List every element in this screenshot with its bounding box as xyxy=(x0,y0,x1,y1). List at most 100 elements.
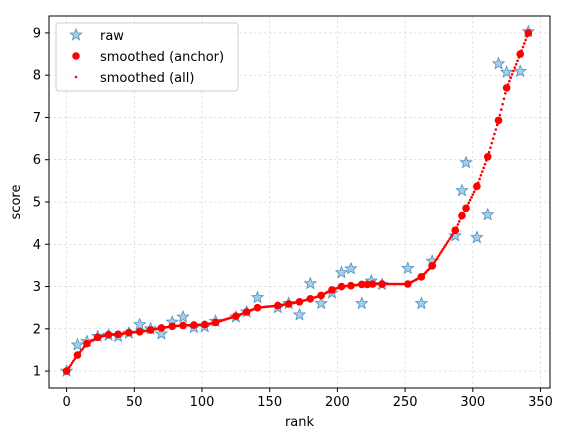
raw-point xyxy=(491,56,506,70)
smoothed-anchor-point xyxy=(451,226,460,235)
smoothed-all-point xyxy=(508,79,511,83)
y-tick-label: 7 xyxy=(33,111,41,126)
raw-point xyxy=(303,276,318,290)
legend-entry-smoothed-all: smoothed (all) xyxy=(74,71,194,86)
smoothed-all-point xyxy=(482,166,485,170)
x-axis-label: rank xyxy=(285,415,315,430)
x-tick-label: 250 xyxy=(393,395,418,410)
smoothed-anchor-point xyxy=(378,280,386,288)
smoothed-anchor-point xyxy=(473,182,481,191)
smoothed-all-point xyxy=(447,239,450,243)
legend-marker-raw xyxy=(69,27,83,41)
legend-label-smoothed-all: smoothed (all) xyxy=(100,71,194,86)
smoothed-all-point xyxy=(433,260,437,263)
raw-point xyxy=(292,307,307,321)
smoothed-all-point xyxy=(445,241,449,245)
raw-point xyxy=(314,296,328,310)
x-tick-label: 300 xyxy=(460,395,485,410)
raw-point xyxy=(70,337,85,351)
smoothed-all-point xyxy=(522,42,526,45)
smoothed-anchor-point xyxy=(524,29,533,37)
smoothed-all-point xyxy=(499,108,503,111)
y-tick-label: 9 xyxy=(33,26,41,41)
smoothed-all-point xyxy=(448,237,452,240)
smoothed-all-point xyxy=(72,359,75,363)
smoothed-all-point xyxy=(449,235,453,238)
smoothed-anchor-point xyxy=(168,322,177,331)
smoothed-anchor-point xyxy=(368,280,377,288)
raw-point xyxy=(513,64,527,78)
smoothed-anchor-point xyxy=(494,116,503,125)
smoothed-all-point xyxy=(490,141,494,145)
smoothed-all-point xyxy=(467,201,471,205)
smoothed-all-point xyxy=(441,247,445,251)
series-smoothed-anchor xyxy=(62,29,533,375)
smoothed-all-point xyxy=(493,132,496,136)
smoothed-anchor-point xyxy=(83,339,91,348)
x-tick-label: 150 xyxy=(257,395,282,410)
smoothed-anchor-point xyxy=(458,211,466,220)
series-layer xyxy=(59,24,536,377)
smoothed-all-point xyxy=(480,170,484,173)
smoothed-all-point xyxy=(472,190,476,194)
smoothed-all-point xyxy=(504,91,507,95)
smoothed-anchor-point xyxy=(135,327,144,336)
y-tick-label: 6 xyxy=(33,153,41,168)
smoothed-anchor-point xyxy=(211,318,220,327)
smoothed-all-point xyxy=(457,220,461,223)
smoothed-anchor-point xyxy=(104,330,113,339)
legend-entry-raw: raw xyxy=(69,27,124,44)
smoothed-anchor-point xyxy=(93,333,102,342)
smoothed-all-point xyxy=(502,97,506,101)
smoothed-anchor-point xyxy=(200,320,209,329)
smoothed-anchor-point xyxy=(428,262,436,270)
smoothed-anchor-point xyxy=(284,300,293,308)
y-axis-label: score xyxy=(9,185,24,220)
smoothed-anchor-point xyxy=(404,280,412,288)
raw-point xyxy=(470,230,484,244)
legend-star-icon xyxy=(69,27,83,41)
x-tick-label: 100 xyxy=(190,395,215,410)
legend-entry-smoothed-anchor: smoothed (anchor) xyxy=(72,50,224,65)
smoothed-all-point xyxy=(498,113,502,117)
smoothed-all-point xyxy=(483,162,487,166)
smoothed-anchor-point xyxy=(337,282,346,291)
smoothed-all-point xyxy=(468,198,472,202)
smoothed-anchor-point xyxy=(417,273,426,281)
smoothed-all-point xyxy=(68,365,71,369)
smoothed-all-point xyxy=(70,361,74,365)
smoothed-anchor-point xyxy=(242,308,251,316)
smoothed-anchor-point xyxy=(125,328,133,337)
y-tick-label: 4 xyxy=(33,238,41,253)
smoothed-all-point xyxy=(510,73,514,76)
smoothed-all-point xyxy=(521,45,525,49)
smoothed-all-point xyxy=(444,243,448,247)
raw-point xyxy=(455,183,469,197)
legend-marker-smoothed-anchor xyxy=(72,52,80,60)
raw-point xyxy=(344,261,358,275)
raw-point xyxy=(334,265,349,279)
smoothed-anchor-point xyxy=(146,326,155,334)
smoothed-all-point xyxy=(514,62,518,66)
smoothed-anchor-point xyxy=(363,280,372,289)
smoothed-anchor-point xyxy=(462,204,470,213)
smoothed-all-point xyxy=(451,233,454,236)
smoothed-all-point xyxy=(440,249,443,253)
smoothed-anchor-point xyxy=(483,152,492,161)
raw-point xyxy=(480,207,495,221)
y-tick-label: 5 xyxy=(33,196,41,211)
legend: raw smoothed (anchor) smoothed (all) xyxy=(55,22,239,92)
smoothed-all-point xyxy=(495,123,499,127)
smoothed-all-point xyxy=(513,66,517,69)
smoothed-anchor-point xyxy=(516,50,525,58)
smoothed-all-point xyxy=(73,357,77,361)
smoothed-all-point xyxy=(437,254,441,257)
smoothed-anchor-point xyxy=(295,297,304,306)
raw-point xyxy=(401,261,415,275)
x-tick-label: 50 xyxy=(126,395,143,410)
smoothed-all-point xyxy=(478,177,481,181)
smoothed-all-point xyxy=(501,102,504,106)
smoothed-anchor-point xyxy=(190,321,198,329)
legend-label-smoothed-anchor: smoothed (anchor) xyxy=(100,50,224,65)
